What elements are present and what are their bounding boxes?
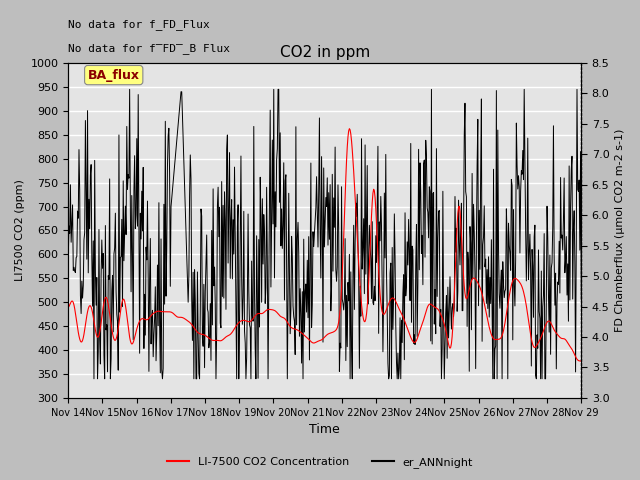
Legend: LI-7500 CO2 Concentration, er_ANNnight: LI-7500 CO2 Concentration, er_ANNnight bbox=[163, 452, 477, 472]
Text: BA_flux: BA_flux bbox=[88, 69, 140, 82]
Y-axis label: LI7500 CO2 (ppm): LI7500 CO2 (ppm) bbox=[15, 180, 25, 281]
Y-axis label: FD Chamberflux (μmol CO2 m-2 s-1): FD Chamberflux (μmol CO2 m-2 s-1) bbox=[615, 129, 625, 332]
Text: No data for f̅FD̅_B Flux: No data for f̅FD̅_B Flux bbox=[68, 43, 230, 54]
X-axis label: Time: Time bbox=[309, 423, 340, 436]
Text: No data for f_FD_Flux: No data for f_FD_Flux bbox=[68, 20, 210, 30]
Title: CO2 in ppm: CO2 in ppm bbox=[280, 46, 370, 60]
